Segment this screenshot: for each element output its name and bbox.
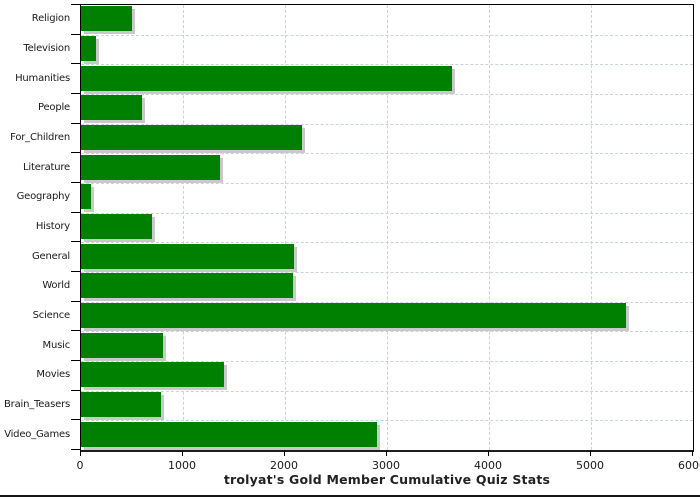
x-axis-tick-4000 xyxy=(488,451,489,456)
gridline-vertical-1000 xyxy=(183,5,184,450)
plot-area xyxy=(80,4,694,452)
bar-religion xyxy=(81,6,132,32)
y-axis-label-video-games: Video_Games xyxy=(4,428,70,440)
gridline-horizontal xyxy=(81,331,693,333)
gridline-horizontal xyxy=(81,183,693,184)
y-axis-label-world: World xyxy=(42,280,70,292)
y-axis-tick xyxy=(71,360,80,361)
x-axis-label-5000: 5000 xyxy=(576,459,604,472)
y-axis-label-general: General xyxy=(31,250,70,262)
gridline-vertical-4000 xyxy=(489,5,490,450)
x-axis-label-6000: 6000 xyxy=(678,459,700,472)
bar-science xyxy=(81,303,626,328)
y-axis-label-geography: Geography xyxy=(16,191,71,203)
gridline-horizontal xyxy=(81,64,693,66)
y-axis-tick xyxy=(71,152,80,154)
y-axis-tick xyxy=(71,182,80,183)
gridline-horizontal xyxy=(81,153,693,155)
y-axis-label-religion: Religion xyxy=(31,13,70,25)
bar-video-games xyxy=(81,421,377,447)
gridline-vertical-3000 xyxy=(387,5,388,450)
gridline-horizontal xyxy=(81,94,693,95)
x-axis-tick-3000 xyxy=(386,451,387,456)
gridline-horizontal xyxy=(81,301,693,303)
y-axis-label-science: Science xyxy=(32,310,71,321)
y-axis-tick xyxy=(71,389,80,391)
x-axis-label-4000: 4000 xyxy=(474,459,502,472)
y-axis-tick xyxy=(71,93,80,94)
gridline-horizontal xyxy=(81,361,693,362)
y-axis-label-history: History xyxy=(35,221,70,232)
y-axis-tick xyxy=(71,300,80,302)
x-axis-tick-5000 xyxy=(590,451,591,456)
gridline-horizontal xyxy=(81,420,693,422)
x-axis-tick-6000 xyxy=(692,451,693,456)
y-axis-tick xyxy=(71,4,80,5)
y-axis-label-humanities: Humanities xyxy=(15,72,70,84)
gridline-vertical-5000 xyxy=(591,5,592,450)
gridline-horizontal xyxy=(81,212,693,214)
x-axis-tick-1000 xyxy=(182,451,183,456)
gridline-horizontal xyxy=(81,123,693,125)
bar-for-children xyxy=(81,125,303,150)
y-axis-tick xyxy=(71,241,80,243)
gridline-horizontal xyxy=(81,34,693,36)
x-axis-tick-0 xyxy=(80,451,81,456)
bar-general xyxy=(81,243,295,269)
bar-history xyxy=(81,214,153,239)
y-axis-label-literature: Literature xyxy=(23,161,70,173)
y-axis-tick xyxy=(71,122,80,124)
y-axis-label-brain-teasers: Brain_Teasers xyxy=(4,399,70,410)
bar-literature xyxy=(81,154,220,180)
gridline-horizontal xyxy=(81,242,693,244)
y-axis-tick xyxy=(71,211,80,213)
y-axis-label-music: Music xyxy=(42,339,71,351)
y-axis-tick xyxy=(71,33,80,35)
x-axis-label-2000: 2000 xyxy=(270,459,298,472)
image-bottom-border xyxy=(0,495,700,497)
y-axis-label-television: Television xyxy=(23,43,70,54)
bar-brain-teasers xyxy=(81,392,162,417)
y-axis-tick xyxy=(71,419,80,421)
bar-humanities xyxy=(81,65,453,91)
x-axis-label-1000: 1000 xyxy=(168,459,196,472)
y-axis-tick xyxy=(71,449,80,450)
y-axis-tick xyxy=(71,330,80,332)
bar-geography xyxy=(81,184,92,210)
gridline-vertical-2000 xyxy=(285,5,286,450)
bar-movies xyxy=(81,362,224,388)
bar-music xyxy=(81,332,163,358)
gridline-horizontal xyxy=(81,390,693,392)
x-axis-tick-2000 xyxy=(284,451,285,456)
chart-title: trolyat's Gold Member Cumulative Quiz St… xyxy=(223,472,551,487)
x-axis-label-0: 0 xyxy=(76,459,84,472)
y-axis-tick xyxy=(71,271,80,272)
gridline-horizontal xyxy=(81,272,693,273)
y-axis-label-people: People xyxy=(37,102,70,114)
bar-people xyxy=(81,95,143,121)
y-axis-label-for-children: For_Children xyxy=(10,132,70,143)
bar-television xyxy=(81,36,97,61)
bar-world xyxy=(81,273,294,299)
y-axis-tick xyxy=(71,63,80,65)
y-axis-label-movies: Movies xyxy=(36,369,70,381)
x-axis-label-3000: 3000 xyxy=(372,459,400,472)
